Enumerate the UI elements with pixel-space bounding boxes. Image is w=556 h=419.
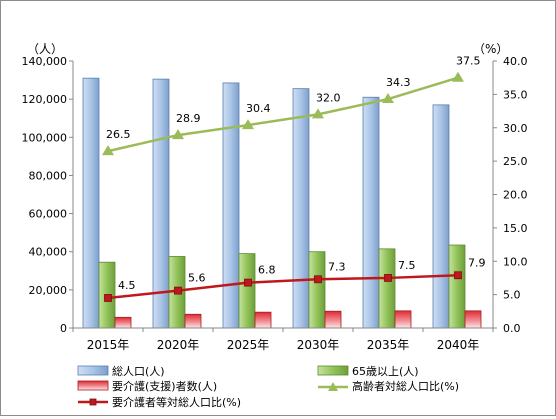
y-left-tick-label: 20,000 <box>29 284 68 297</box>
data-label-care-ratio: 7.3 <box>328 260 346 273</box>
legend-item-elder: 65歳以上(人) <box>317 365 419 378</box>
y-right-tick-label: 5.0 <box>503 289 521 302</box>
legend-label-total: 総人口(人) <box>112 364 165 378</box>
legend-label-care: 要介護(支援)者数(人) <box>112 379 217 393</box>
x-tick-label: 2040年 <box>437 338 480 352</box>
axis-tick-marks <box>69 60 497 332</box>
legend-swatch-care <box>77 380 109 391</box>
x-tick-label: 2020年 <box>157 338 200 352</box>
y-right-tick-label: 30.0 <box>503 122 528 135</box>
data-label-care-ratio: 7.5 <box>398 259 416 272</box>
legend-item-care: 要介護(支援)者数(人) <box>77 379 217 393</box>
y-right-tick-label: 10.0 <box>503 255 528 268</box>
point-elder-ratio <box>312 108 324 119</box>
data-label-elder-ratio: 34.3 <box>386 76 411 89</box>
bars <box>82 77 482 329</box>
legend-swatch-elder <box>317 365 349 376</box>
y-left-tick-label: 100,000 <box>22 131 68 144</box>
bar-care-needed <box>394 310 412 329</box>
point-care-ratio <box>104 294 112 302</box>
point-elder-ratio <box>102 145 114 156</box>
bar-elderly-65plus <box>378 248 396 329</box>
legend-label-elder: 65歳以上(人) <box>352 365 419 378</box>
bar-total-population <box>292 88 310 329</box>
y-left-tick-label: 40,000 <box>29 246 68 259</box>
y-right-unit: （%） <box>473 42 508 56</box>
bar-total-population <box>82 77 100 329</box>
point-care-ratio <box>314 275 322 284</box>
bar-care-needed <box>254 311 272 329</box>
y-right-tick-label: 25.0 <box>503 155 528 168</box>
bar-elderly-65plus <box>308 251 326 329</box>
legend-item-care-ratio: 要介護者等対総人口比(%) <box>78 395 241 409</box>
data-label-elder-ratio: 26.5 <box>106 128 131 141</box>
data-label-elder-ratio: 37.5 <box>456 55 481 68</box>
y-left-tick-label: 120,000 <box>22 93 68 106</box>
x-tick-labels: 2015年 2020年 2025年 2030年 2035年 2040年 <box>87 338 480 352</box>
point-care-ratio <box>454 271 462 280</box>
data-label-care-ratio: 6.8 <box>258 264 276 277</box>
point-care-ratio <box>174 286 182 295</box>
y-right-tick-label: 20.0 <box>503 189 528 202</box>
data-label-elder-ratio: 30.4 <box>246 102 271 115</box>
bar-total-population <box>222 82 240 329</box>
data-label-care-ratio: 7.9 <box>468 256 486 269</box>
bar-care-needed <box>184 313 202 329</box>
legend-marker-elder-ratio <box>328 382 338 391</box>
x-tick-label: 2015年 <box>87 338 130 352</box>
bar-elderly-65plus <box>238 253 256 329</box>
legend-label-care-ratio: 要介護者等対総人口比(%) <box>112 395 241 409</box>
point-care-ratio <box>384 274 392 282</box>
data-label-care-ratio: 4.5 <box>118 279 136 292</box>
y-left-tick-label: 0 <box>60 322 67 335</box>
y-left-tick-label: 80,000 <box>29 169 68 182</box>
x-tick-label: 2035年 <box>367 338 410 352</box>
line-series: 26.5 28.9 30.4 32.0 34.3 37.5 4.5 5.6 6.8 7.3 7.5 7… <box>102 55 486 302</box>
y-right-tick-label: 0.0 <box>503 322 521 335</box>
legend-marker-care-ratio <box>89 398 97 406</box>
point-elder-ratio <box>452 71 464 82</box>
line-elder-ratio <box>107 76 459 153</box>
y-left-unit: （人） <box>27 42 63 56</box>
y-left-tick-labels: 0 20,000 40,000 60,000 80,000 100,000 120,000 1… <box>22 55 68 335</box>
y-left-tick-label: 60,000 <box>29 208 68 221</box>
x-tick-label: 2030年 <box>297 338 340 352</box>
data-label-elder-ratio: 32.0 <box>316 91 341 104</box>
point-elder-ratio <box>382 93 394 104</box>
legend-item-total: 総人口(人) <box>77 364 165 378</box>
legend-label-elder-ratio: 高齢者対総人口比(%) <box>352 379 459 393</box>
point-elder-ratio <box>172 129 184 140</box>
y-left-tick-label: 140,000 <box>22 55 68 68</box>
line-care-ratio <box>107 274 459 300</box>
y-right-tick-label: 35.0 <box>503 88 528 101</box>
bar-elderly-65plus <box>448 244 466 329</box>
legend-item-elder-ratio: 高齢者対総人口比(%) <box>318 379 459 393</box>
data-label-elder-ratio: 28.9 <box>176 112 201 125</box>
bar-care-needed <box>464 310 482 329</box>
point-elder-ratio <box>242 119 254 130</box>
bar-total-population <box>362 96 380 329</box>
legend-swatch-total <box>77 365 109 376</box>
y-right-tick-label: 15.0 <box>503 222 528 235</box>
data-label-care-ratio: 5.6 <box>188 272 206 285</box>
x-tick-label: 2025年 <box>227 338 270 352</box>
y-right-tick-labels: 0.0 5.0 10.0 15.0 20.0 25.0 30.0 35.0 40.0 <box>503 55 528 335</box>
legend: 総人口(人) 65歳以上(人) 要介護(支援)者数(人) 高齢者対総人口比(%)… <box>77 364 459 409</box>
bar-care-needed <box>324 310 342 329</box>
point-care-ratio <box>244 278 252 287</box>
y-right-tick-label: 40.0 <box>503 55 528 68</box>
bar-total-population <box>432 104 450 329</box>
bar-care-needed <box>114 316 132 329</box>
